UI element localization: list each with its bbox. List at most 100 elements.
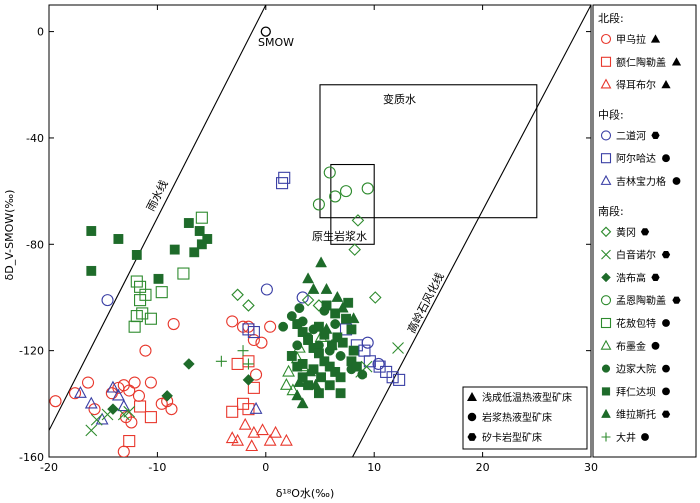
y-tick-label: -120 — [19, 345, 44, 358]
data-point-series-3 — [361, 336, 374, 349]
legend-marker-x — [601, 249, 611, 260]
data-point-series-4 — [386, 371, 399, 384]
x-tick-label: -10 — [148, 461, 166, 474]
data-point-series-2 — [247, 425, 261, 438]
deposit-legend-label: 岩浆热液型矿床 — [482, 411, 552, 424]
data-point-series-13 — [183, 218, 194, 228]
data-point-series-2 — [279, 433, 293, 446]
data-point-series-0 — [49, 395, 62, 408]
data-point-series-13 — [189, 247, 200, 258]
data-point-series-6 — [242, 299, 255, 312]
data-point-series-13 — [324, 361, 335, 372]
data-point-series-14 — [309, 378, 322, 390]
data-point-series-13 — [308, 343, 319, 353]
x-tick-label: 20 — [476, 461, 490, 474]
legend-entry-label: 得耳布尔 — [616, 79, 656, 92]
x-tick-label: -20 — [40, 461, 58, 474]
legend-marker-circle-open — [600, 130, 612, 141]
legend-deposit-triangle-icon — [650, 34, 661, 43]
data-point-series-15 — [215, 355, 227, 367]
data-point-series-13 — [343, 297, 354, 308]
legend-frame — [592, 4, 697, 458]
data-point-series-14 — [293, 375, 306, 387]
y-tick-label: -40 — [26, 132, 44, 145]
data-point-series-0 — [155, 397, 168, 410]
legend-deposit-hexagon-icon — [661, 410, 671, 418]
data-point-series-0 — [139, 344, 152, 357]
data-point-series-14 — [304, 365, 317, 377]
data-point-series-13 — [316, 372, 327, 383]
data-point-series-4 — [247, 325, 260, 339]
data-point-series-13 — [86, 226, 97, 236]
legend-entry-label: 浩布高 — [616, 271, 646, 284]
legend-entry-label: 维拉斯托 — [616, 408, 656, 421]
data-point-series-8 — [107, 403, 119, 415]
data-point-series-14 — [296, 397, 309, 409]
data-point-series-10 — [155, 286, 168, 299]
data-point-series-10 — [195, 211, 208, 224]
data-point-series-13 — [313, 388, 324, 399]
data-point-series-12 — [294, 303, 305, 314]
legend-entry-label: 布墨金 — [616, 340, 646, 353]
data-point-series-14 — [291, 389, 304, 401]
legend-deposit-circle-icon — [662, 154, 670, 163]
legend-entry-label: 拜仁达坝 — [616, 386, 656, 398]
data-point-series-11 — [279, 378, 293, 390]
meteoric-water-line — [49, 5, 267, 431]
data-point-series-14 — [347, 312, 360, 324]
legend-marker-triangle-filled — [601, 408, 611, 418]
data-point-series-3 — [372, 357, 385, 370]
data-point-series-13 — [297, 372, 308, 383]
legend-entry-label: 白音诺尔 — [616, 249, 656, 262]
data-point-series-12 — [278, 321, 289, 332]
data-point-series-5 — [111, 388, 125, 401]
data-point-series-4 — [278, 171, 291, 184]
data-point-series-1 — [247, 381, 260, 394]
data-point-series-5 — [84, 396, 98, 409]
legend-deposit-circle-icon — [662, 364, 670, 373]
data-point-series-8 — [161, 389, 174, 402]
data-point-series-0 — [165, 403, 178, 416]
data-point-series-12 — [292, 340, 303, 351]
data-point-series-13 — [196, 239, 207, 250]
data-point-series-14 — [315, 256, 328, 268]
data-point-series-7 — [85, 424, 98, 437]
data-point-series-8 — [242, 374, 255, 386]
legend-marker-triangle-open — [600, 339, 612, 350]
data-point-series-12 — [286, 311, 297, 322]
legend-entry-label: 二道河 — [616, 129, 646, 142]
legend-section-title: 南段: — [598, 204, 624, 218]
legend-deposit-hexagon-icon — [651, 273, 660, 281]
data-point-series-1 — [134, 400, 147, 413]
legend-marker-triangle-open — [600, 174, 612, 185]
data-point-series-5 — [249, 401, 263, 414]
data-point-series-14 — [336, 301, 349, 313]
legend-marker-circle-open — [600, 295, 612, 306]
data-point-series-4 — [393, 373, 406, 386]
data-point-series-14 — [307, 282, 320, 294]
data-point-series-0 — [128, 376, 141, 389]
deposit-legend-marker-hexagon — [467, 433, 477, 441]
data-point-series-9 — [323, 166, 336, 179]
data-point-series-5 — [106, 380, 120, 393]
smow-label: SMOW — [258, 36, 294, 49]
data-point-series-2 — [231, 433, 245, 446]
data-point-series-1 — [231, 357, 244, 370]
data-point-series-13 — [348, 345, 359, 356]
legend-marker-diamond-filled — [601, 272, 611, 283]
legend-deposit-hexagon-icon — [651, 131, 660, 139]
data-point-series-13 — [131, 250, 142, 260]
data-point-series-10 — [130, 275, 143, 288]
data-point-series-13 — [346, 356, 357, 367]
data-point-series-3 — [296, 291, 309, 304]
data-point-series-1 — [242, 403, 255, 416]
data-point-series-2 — [238, 417, 252, 430]
legend-entry-label: 边家大院 — [616, 363, 656, 376]
legend-entry-label: 额仁陶勒盖 — [616, 56, 666, 69]
data-point-series-13 — [194, 226, 205, 236]
x-tick-label: 0 — [262, 461, 269, 474]
legend-deposit-hexagon-icon — [672, 296, 681, 304]
deposit-legend-label: 浅成低温热液型矿床 — [482, 391, 572, 404]
legend-deposit-hexagon-icon — [640, 228, 650, 236]
data-point-series-13 — [313, 321, 324, 332]
